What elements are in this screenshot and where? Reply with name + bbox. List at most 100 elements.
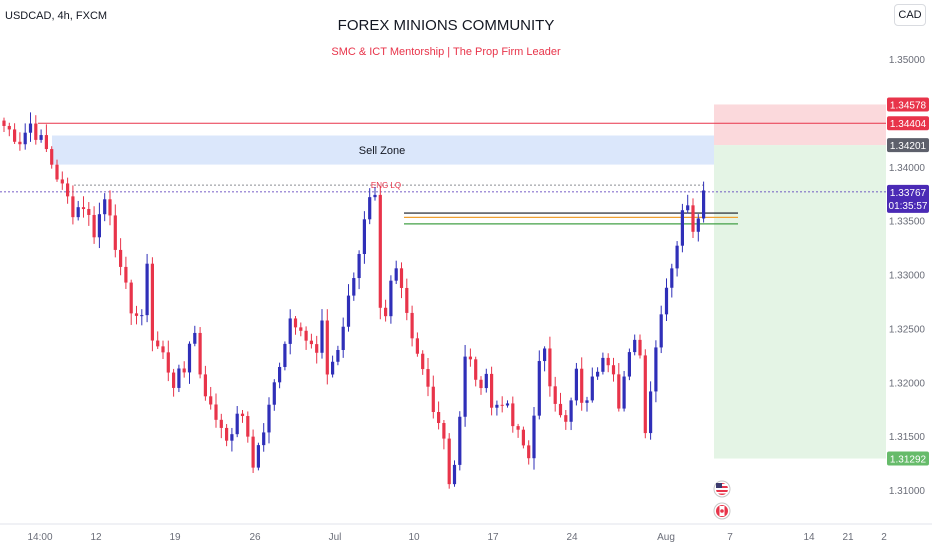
candle[interactable]: [150, 257, 154, 352]
candle[interactable]: [278, 362, 282, 389]
candle[interactable]: [320, 309, 324, 359]
candle[interactable]: [394, 260, 398, 285]
candle[interactable]: [166, 340, 170, 382]
candle[interactable]: [527, 440, 531, 465]
candle[interactable]: [331, 355, 335, 378]
price-badge-last[interactable]: 1.33767 01:35:57: [887, 184, 929, 213]
candle[interactable]: [172, 368, 176, 397]
price-badge-stop[interactable]: 1.34578: [887, 97, 929, 112]
candle[interactable]: [643, 349, 647, 439]
candle[interactable]: [346, 284, 351, 332]
candle[interactable]: [474, 356, 478, 387]
candle[interactable]: [140, 309, 144, 326]
candle[interactable]: [156, 331, 160, 350]
candle[interactable]: [187, 341, 192, 384]
candle[interactable]: [558, 392, 563, 418]
candle[interactable]: [442, 420, 446, 450]
candle[interactable]: [548, 336, 552, 397]
candle[interactable]: [670, 263, 674, 298]
candle[interactable]: [368, 188, 372, 225]
candle[interactable]: [97, 202, 101, 249]
candle[interactable]: [553, 376, 557, 412]
candle[interactable]: [564, 409, 568, 430]
candle[interactable]: [2, 117, 6, 133]
candle[interactable]: [87, 202, 91, 226]
candle[interactable]: [585, 396, 589, 412]
us-event-flag-icon[interactable]: [713, 480, 731, 498]
candle[interactable]: [288, 309, 292, 355]
canada-event-flag-icon[interactable]: [713, 502, 731, 520]
candle[interactable]: [596, 367, 600, 380]
candle[interactable]: [119, 238, 123, 276]
candle[interactable]: [495, 400, 499, 416]
candle[interactable]: [426, 357, 430, 397]
price-badge-stop[interactable]: 1.34404: [887, 116, 929, 131]
candle[interactable]: [352, 272, 356, 301]
candle[interactable]: [415, 332, 419, 357]
candle[interactable]: [696, 214, 700, 242]
candle[interactable]: [638, 334, 642, 359]
candle[interactable]: [92, 206, 96, 244]
candle[interactable]: [76, 200, 80, 221]
candle[interactable]: [103, 193, 107, 222]
candle[interactable]: [129, 279, 133, 325]
candle[interactable]: [569, 397, 573, 431]
candle[interactable]: [23, 123, 27, 150]
candle[interactable]: [124, 256, 128, 289]
candle[interactable]: [421, 350, 425, 375]
candle[interactable]: [532, 406, 536, 470]
candle[interactable]: [601, 352, 605, 375]
candle[interactable]: [219, 413, 223, 439]
candle[interactable]: [384, 299, 388, 322]
candle[interactable]: [108, 190, 112, 226]
candle[interactable]: [251, 429, 255, 473]
price-badge-grey[interactable]: 1.34201: [887, 138, 929, 153]
candle[interactable]: [66, 177, 70, 204]
candle[interactable]: [134, 305, 139, 325]
candle[interactable]: [55, 159, 59, 182]
candle[interactable]: [256, 442, 260, 471]
candle[interactable]: [463, 344, 467, 427]
candle[interactable]: [373, 187, 377, 201]
candle[interactable]: [590, 367, 594, 403]
candle[interactable]: [246, 411, 250, 443]
candle[interactable]: [240, 409, 245, 423]
candle[interactable]: [410, 305, 414, 347]
candle[interactable]: [299, 322, 303, 337]
candle[interactable]: [691, 198, 695, 239]
target-zone[interactable]: [714, 145, 886, 459]
candle[interactable]: [325, 309, 329, 385]
currency-selector[interactable]: CAD: [894, 4, 926, 26]
candle[interactable]: [283, 341, 287, 371]
candle[interactable]: [452, 460, 457, 487]
price-badge-target[interactable]: 1.31292: [887, 451, 929, 466]
candle[interactable]: [309, 333, 313, 349]
candle[interactable]: [479, 376, 483, 395]
candle[interactable]: [686, 194, 690, 214]
candle[interactable]: [437, 401, 441, 430]
candle[interactable]: [490, 366, 494, 416]
candle[interactable]: [378, 185, 382, 320]
candle[interactable]: [50, 146, 54, 169]
candle[interactable]: [680, 203, 684, 253]
candle[interactable]: [44, 124, 48, 153]
candle[interactable]: [214, 393, 218, 428]
candle[interactable]: [357, 250, 361, 290]
candle[interactable]: [447, 433, 451, 489]
candle[interactable]: [516, 423, 520, 438]
candle[interactable]: [500, 396, 504, 413]
candle[interactable]: [702, 181, 706, 223]
candle[interactable]: [34, 115, 38, 145]
candle[interactable]: [272, 379, 276, 411]
candle[interactable]: [580, 357, 584, 411]
candle[interactable]: [39, 129, 43, 143]
candle[interactable]: [633, 334, 637, 356]
stop-loss-zone[interactable]: [714, 104, 886, 146]
candle[interactable]: [521, 426, 525, 449]
candle[interactable]: [431, 375, 435, 419]
sell-zone[interactable]: [52, 135, 714, 165]
candle[interactable]: [399, 262, 404, 299]
candle[interactable]: [7, 122, 11, 137]
candle[interactable]: [511, 396, 515, 433]
